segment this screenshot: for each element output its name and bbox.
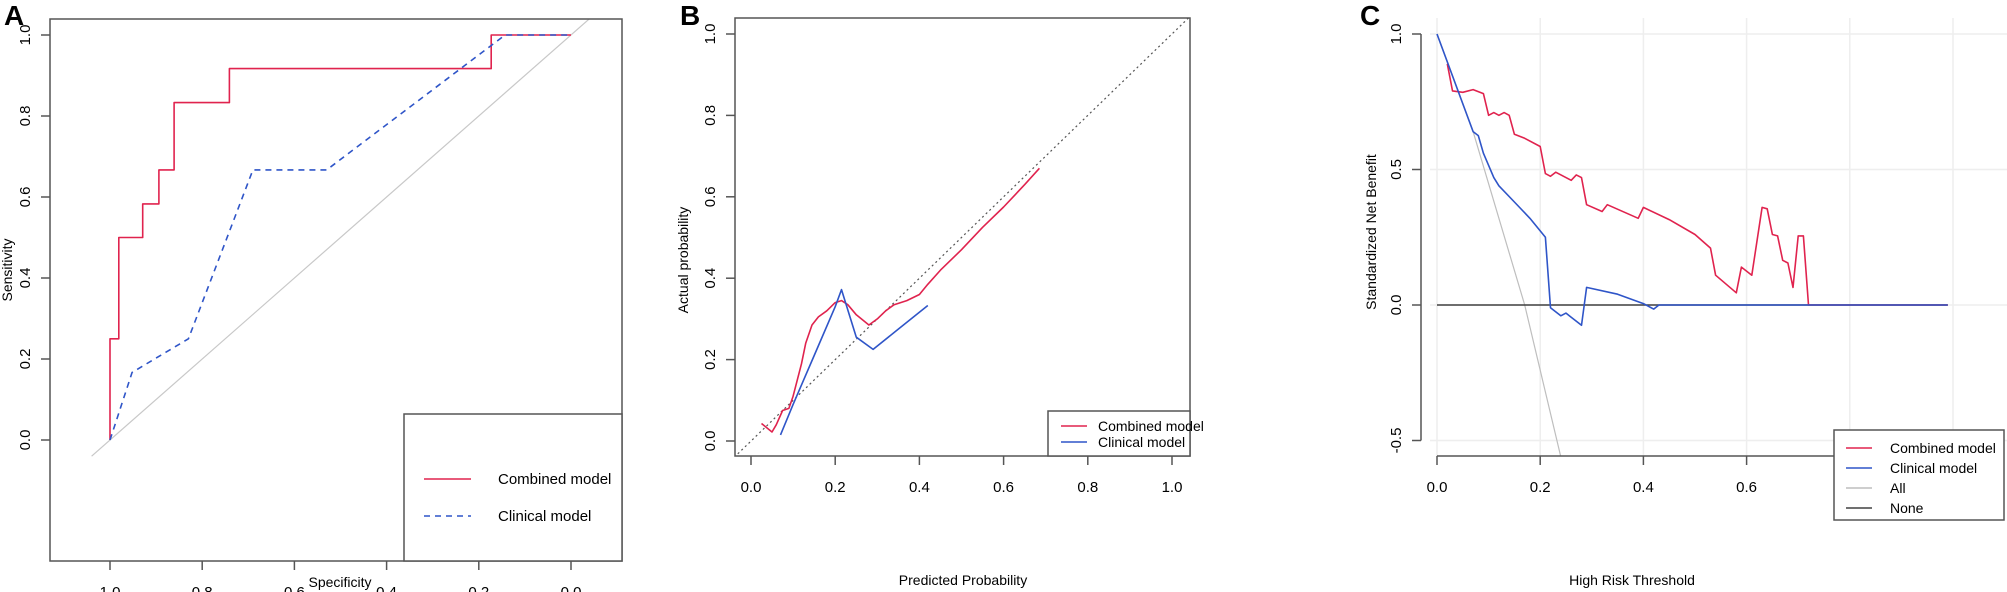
y-tick-label: 0.0 [702,431,719,452]
series-combined-model [760,167,1040,433]
x-tick-label: 0.2 [1530,479,1551,496]
x-tick-label: 1.0 [100,584,121,592]
y-tick-label: 0.6 [17,187,34,208]
x-axis-title: Predicted Probability [899,572,1027,588]
series-combined-model [1446,63,1948,306]
x-tick-label: 0.4 [376,584,397,592]
series-clinical-model [109,34,571,441]
y-tick-label: 0.8 [17,106,34,127]
y-axis-title: Standardized Net Benefit [1363,154,1379,310]
legend-entry: None [1890,500,1924,516]
x-tick-label: 0.0 [561,584,582,592]
x-tick-label: 0.4 [909,479,930,496]
series-reference [91,19,590,457]
y-axis-title: Sensitivity [0,238,15,301]
x-tick-label: 0.8 [192,584,213,592]
y-tick-label: 0.8 [702,105,719,126]
y-tick-label: -0.5 [1388,428,1405,454]
series-group [1436,33,1948,456]
series-group [735,18,1190,456]
x-tick-label: 0.4 [1633,479,1654,496]
series-all [1436,33,1562,456]
y-tick-label: 1.0 [17,25,34,46]
y-tick-label: 0.2 [17,349,34,370]
plot-frame [49,18,623,562]
legend [1833,429,2005,521]
y-tick-label: 0.6 [702,186,719,207]
y-tick-label: 0.0 [1388,295,1405,316]
y-axis-title: Actual probability [676,207,691,314]
series-ideal [735,18,1190,456]
x-tick-label: 0.6 [1736,479,1757,496]
series-combined-model [109,34,571,440]
legend-entry: Combined model [1890,440,1996,456]
panel-label-b: B [680,0,701,31]
y-tick-label: 1.0 [702,24,719,45]
y-tick-label: 0.4 [702,268,719,289]
panel-label-a: A [4,0,25,31]
legend-entry: Clinical model [498,508,591,525]
legend-entry: Clinical model [1890,460,1977,476]
x-axis-title: Specificity [308,574,371,590]
x-tick-label: 1.0 [1162,479,1183,496]
panel-a: A 1.0 0.8 0.6 0.4 0.2 0.0 0.0 0.2 0.4 0.6 0.8 1.0 Sp… [0,0,660,592]
y-tick-label: 0.2 [702,349,719,370]
x-tick-label: 0.8 [1077,479,1098,496]
calibration-chart: 0.0 0.2 0.4 0.6 0.8 1.0 0.0 0.2 0.4 0.6 0.8 1.0 Pred… [676,17,1204,588]
legend-entry: Combined model [1098,418,1204,434]
x-tick-label: 0.2 [468,584,489,592]
series-clinical-model [1436,33,1948,327]
legend-entry: Clinical model [1098,434,1185,450]
roc-chart: 1.0 0.8 0.6 0.4 0.2 0.0 0.0 0.2 0.4 0.6 0.8 1.0 Spec… [0,18,623,592]
x-tick-label: 0.0 [741,479,762,496]
x-tick-label: 0.6 [284,584,305,592]
y-tick-label: 0.0 [17,430,34,451]
y-tick-label: 1.0 [1388,24,1405,45]
panel-b: B 0.0 0.2 0.4 0.6 0.8 1.0 0.0 0.2 0.4 0.6 0.8 1.0 Pr… [676,0,1336,592]
series-clinical-model [779,288,929,436]
panel-label-c: C [1360,0,1381,31]
x-tick-label: 0.6 [993,479,1014,496]
legend-entry: All [1890,480,1906,496]
x-axis-title: High Risk Threshold [1569,572,1695,588]
x-tick-label: 0.2 [825,479,846,496]
x-tick-label: 0.0 [1427,479,1448,496]
legend [403,413,623,562]
grid-lines [1430,18,2007,456]
legend-entry: Combined model [498,471,611,488]
y-tick-label: 0.4 [17,268,34,289]
series-group [91,19,590,457]
plot-frame [734,17,1191,457]
legend [1047,410,1191,457]
y-tick-label: 0.5 [1388,159,1405,180]
